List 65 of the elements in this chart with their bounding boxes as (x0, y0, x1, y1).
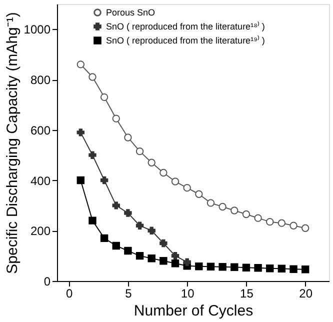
point (183, 258, 191, 266)
point (290, 265, 298, 274)
point (278, 219, 286, 227)
point (290, 222, 298, 230)
point (195, 262, 203, 270)
y-tick-label: 200 (30, 224, 51, 238)
point (88, 73, 96, 81)
point (88, 216, 96, 224)
point (76, 176, 85, 184)
point (148, 254, 156, 262)
point (124, 209, 132, 217)
y-tick-label: 400 (30, 174, 51, 188)
point (254, 264, 262, 272)
point (171, 178, 180, 186)
x-tick-label: 20 (299, 286, 313, 300)
point (266, 264, 274, 272)
point (112, 114, 120, 122)
point (230, 206, 238, 214)
point (76, 128, 85, 136)
point (160, 239, 168, 248)
point (124, 246, 132, 255)
point (171, 252, 180, 260)
point (136, 252, 144, 260)
point (254, 214, 262, 222)
point (136, 222, 144, 230)
point (136, 147, 144, 156)
point (112, 202, 120, 210)
x-tick-label: 5 (125, 286, 132, 300)
y-tick-label: 0 (44, 274, 51, 288)
point (100, 176, 108, 184)
point (100, 234, 108, 242)
point (124, 134, 132, 142)
point (160, 168, 168, 177)
point (148, 158, 156, 166)
legend-label: Porous SnO (106, 8, 156, 18)
point (100, 93, 108, 102)
point (301, 224, 310, 232)
point (206, 262, 215, 270)
x-tick-label: 0 (66, 286, 73, 300)
point (88, 151, 96, 159)
point (171, 260, 180, 268)
point (242, 264, 250, 272)
y-tick-label: 800 (30, 73, 51, 88)
point (301, 266, 310, 274)
point (112, 242, 120, 250)
x-tick-label: 15 (240, 286, 254, 300)
point (195, 190, 203, 198)
point (218, 263, 226, 271)
point (266, 218, 274, 226)
legend-label: SnO ( reproduced from the literature¹⁸⁾ ) (106, 20, 265, 32)
point (278, 264, 286, 273)
x-tick-label: 10 (180, 286, 195, 300)
point (76, 60, 85, 68)
point (160, 257, 168, 265)
y-tick-label: 1000 (24, 22, 51, 37)
legend-label: SnO ( reproduced from the literature¹⁹⁾ ) (106, 34, 265, 46)
point (148, 226, 156, 234)
point (242, 210, 250, 218)
point (230, 263, 238, 272)
point (206, 199, 215, 207)
y-axis-title: Specific Discharging Capacity (mAhg⁻¹) (4, 12, 21, 274)
point (183, 184, 191, 192)
y-tick-label: 600 (30, 123, 51, 138)
x-axis-title: Number of Cycles (134, 302, 254, 320)
point (218, 202, 226, 211)
